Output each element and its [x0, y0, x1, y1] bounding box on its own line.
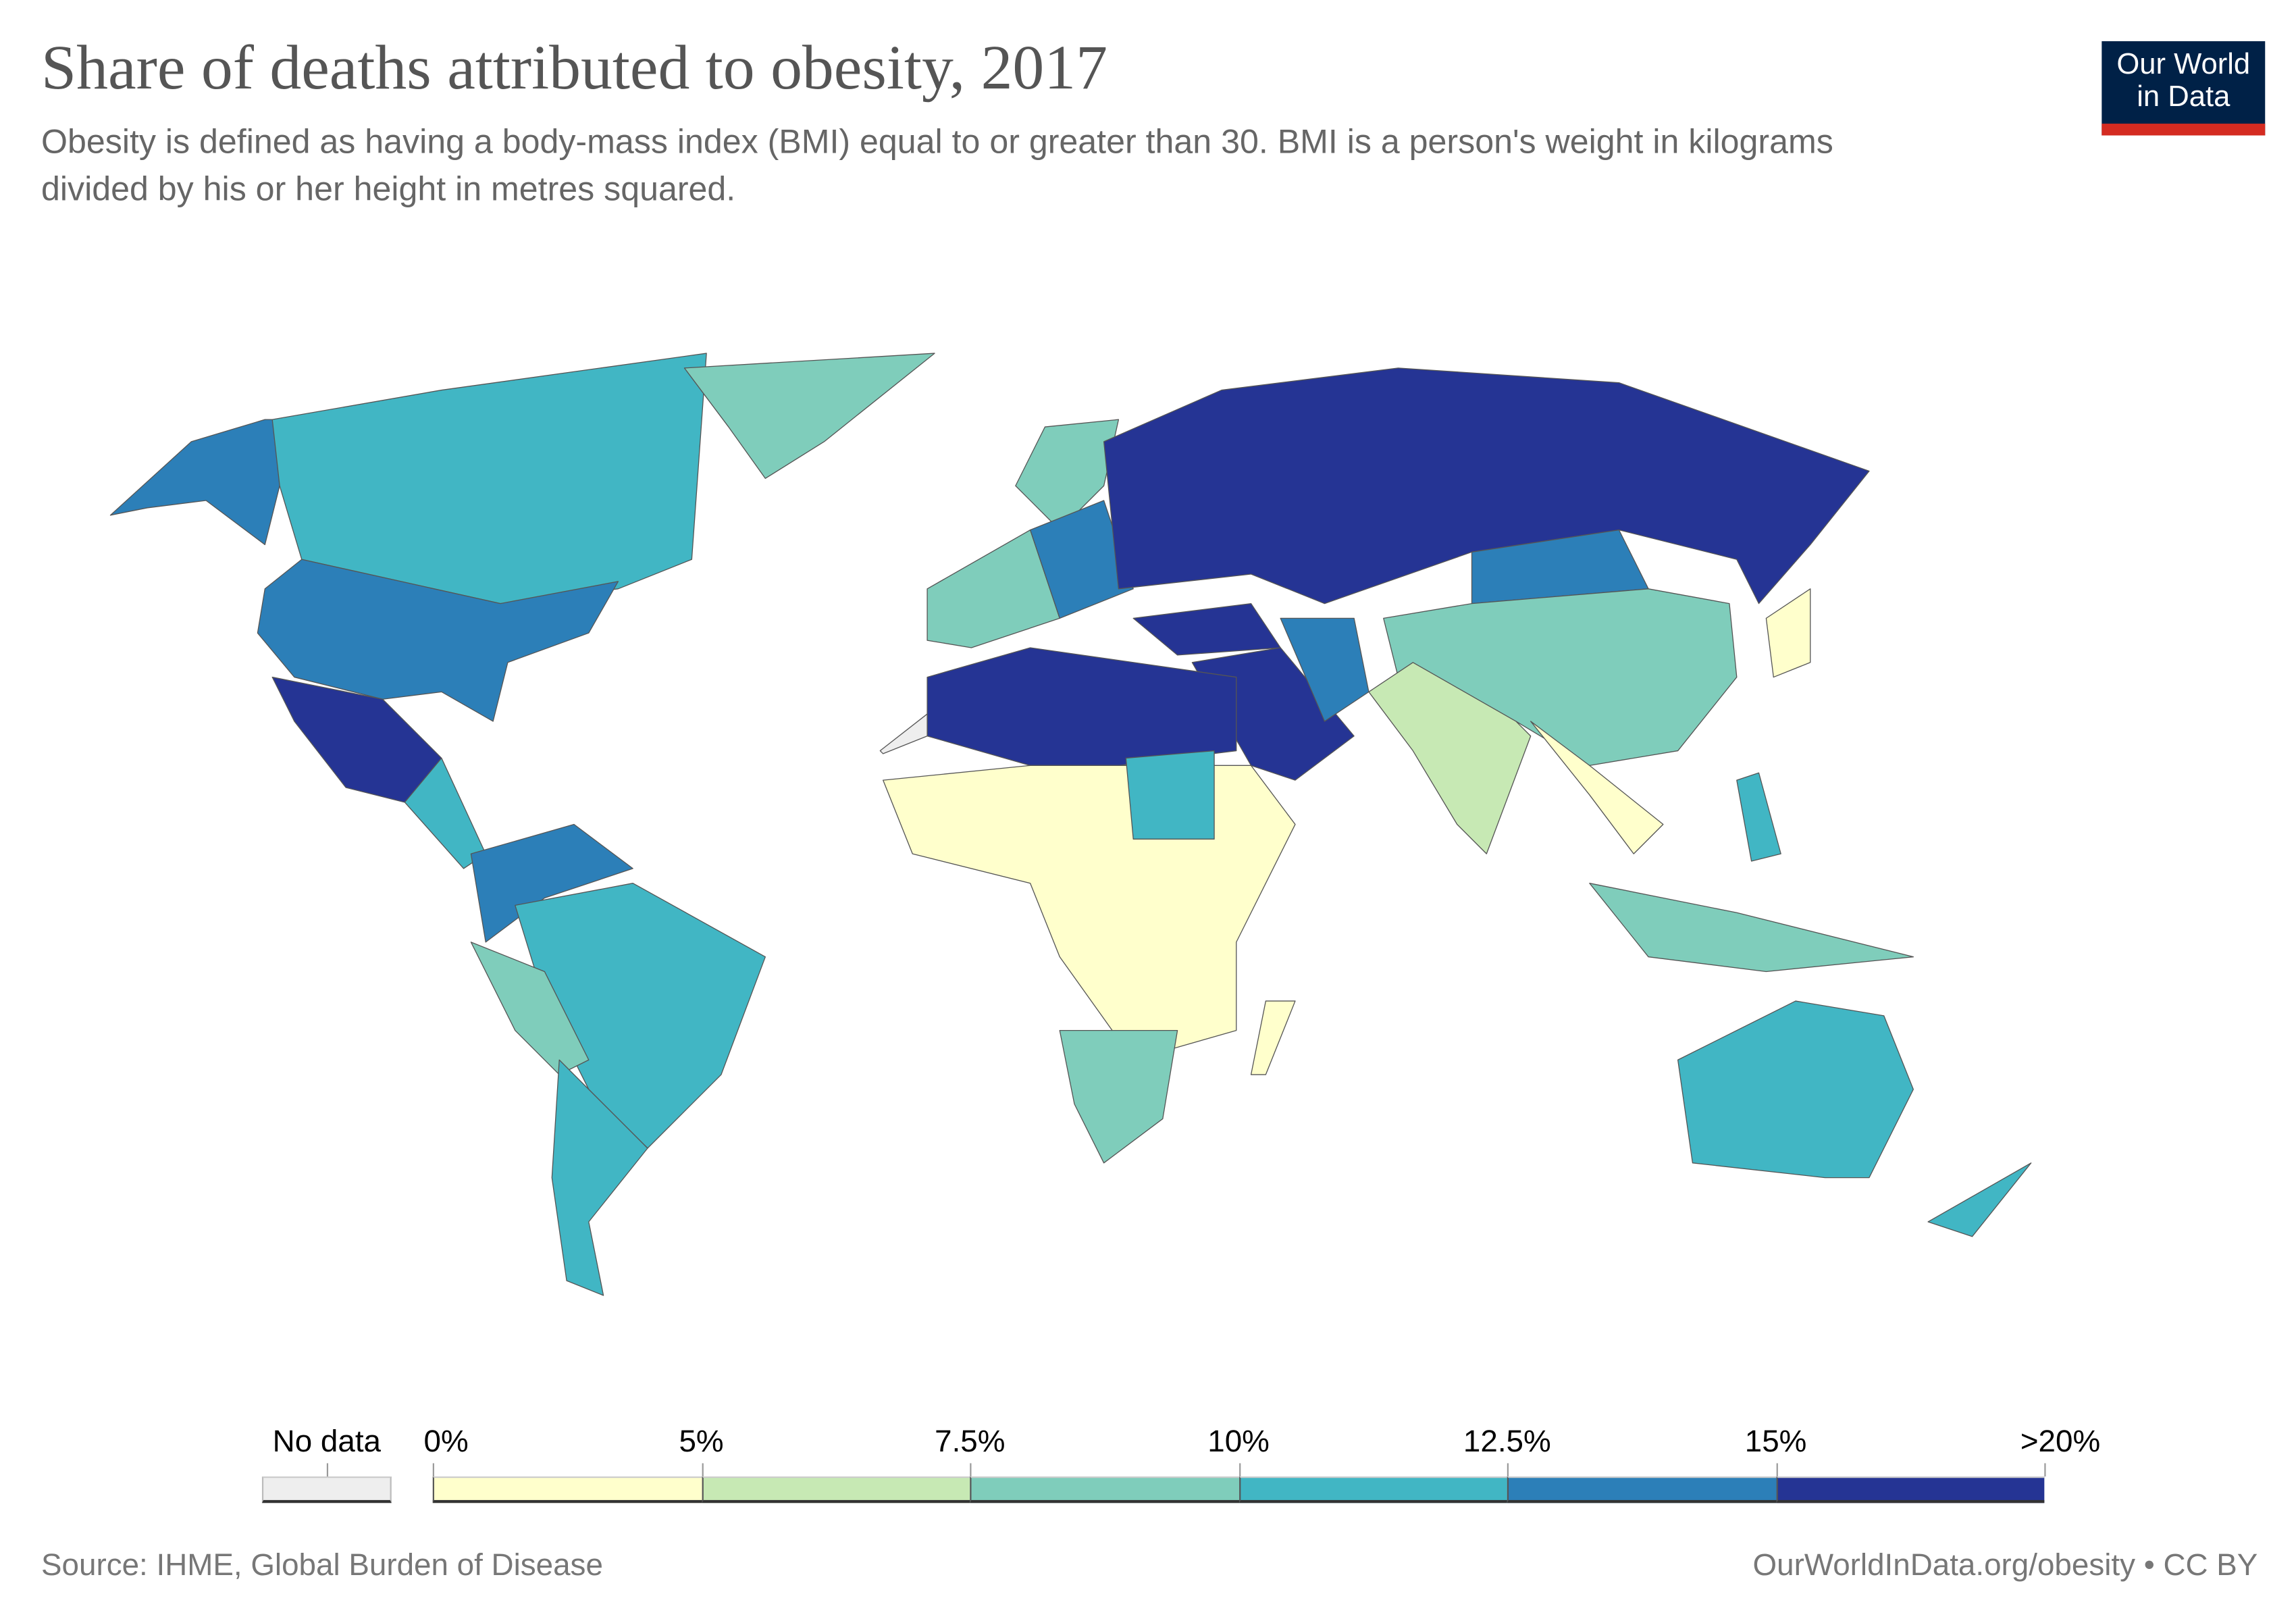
country-western-sahara[interactable]: [879, 713, 928, 754]
country-greenland[interactable]: [683, 353, 935, 479]
country-western-europe[interactable]: [927, 529, 1060, 648]
country-central-europe[interactable]: [1029, 500, 1134, 619]
country-sudan[interactable]: [1125, 750, 1215, 840]
country-australia[interactable]: [1677, 1000, 1914, 1179]
subtitle: Obesity is defined as having a body-mass…: [41, 122, 1833, 208]
country-new-zealand[interactable]: [1927, 1162, 2032, 1237]
country-venezuela-colombia[interactable]: [470, 823, 633, 943]
country-southern-africa[interactable]: [1059, 1029, 1178, 1164]
legend-bin-swatch: [432, 1476, 702, 1503]
legend-bin-swatch: [1238, 1476, 1507, 1503]
country-argentina-chile[interactable]: [551, 1059, 648, 1296]
legend-tick-label: >20%: [2020, 1424, 2101, 1459]
legend-bin-swatch: [701, 1476, 970, 1503]
owid-logo[interactable]: Our World in Data: [2102, 41, 2266, 136]
country-russia[interactable]: [1103, 367, 1870, 604]
legend-bin-swatch: [1507, 1476, 1776, 1503]
source-link[interactable]: OurWorldInData.org/obesity • CC BY: [1752, 1548, 2258, 1583]
legend-tick-label: 10%: [1207, 1424, 1270, 1459]
country-turkey-caucasus[interactable]: [1132, 602, 1281, 656]
legend-bin-swatch: [1775, 1476, 2045, 1503]
legend-tick: [1775, 1463, 1777, 1477]
legend-tick-label: 15%: [1744, 1424, 1807, 1459]
legend-tick: [432, 1463, 434, 1477]
legend-tick: [1507, 1463, 1509, 1477]
country-mexico[interactable]: [271, 676, 442, 803]
country-iran[interactable]: [1280, 617, 1369, 722]
legend-tick-label: 7.5%: [935, 1424, 1006, 1459]
legend-tick-label: 5%: [679, 1424, 724, 1459]
world-map: [109, 353, 2032, 1296]
country-canada[interactable]: [271, 353, 707, 604]
logo-line1: Our World: [2116, 48, 2251, 81]
legend-no-data-swatch: [261, 1476, 392, 1503]
legend-tick: [701, 1463, 703, 1477]
legend-tick: [1238, 1463, 1241, 1477]
country-united-states[interactable]: [257, 559, 619, 722]
country-philippines[interactable]: [1736, 772, 1781, 862]
page-title: Share of deaths attributed to obesity, 2…: [41, 34, 1108, 103]
country-peru-bolivia[interactable]: [470, 942, 590, 1075]
legend-tick: [2044, 1463, 2046, 1477]
country-north-africa[interactable]: [927, 647, 1237, 766]
legend-tick: [326, 1463, 329, 1477]
country-sub-saharan-africa[interactable]: [883, 765, 1296, 1060]
legend-bin-swatch: [970, 1476, 1239, 1503]
source-note: Source: IHME, Global Burden of Disease: [41, 1548, 603, 1583]
legend-tick-label: 12.5%: [1463, 1424, 1551, 1459]
logo-line2: in Data: [2137, 80, 2230, 113]
country-madagascar[interactable]: [1250, 1000, 1296, 1075]
country-indonesia[interactable]: [1589, 883, 1914, 973]
legend-tick-label: 0%: [423, 1424, 469, 1459]
legend-no-data-label: No data: [272, 1424, 382, 1459]
legend-tick: [970, 1463, 972, 1477]
country-japan[interactable]: [1765, 588, 1811, 678]
country-india[interactable]: [1368, 662, 1532, 854]
country-southeast-asia[interactable]: [1530, 721, 1664, 854]
